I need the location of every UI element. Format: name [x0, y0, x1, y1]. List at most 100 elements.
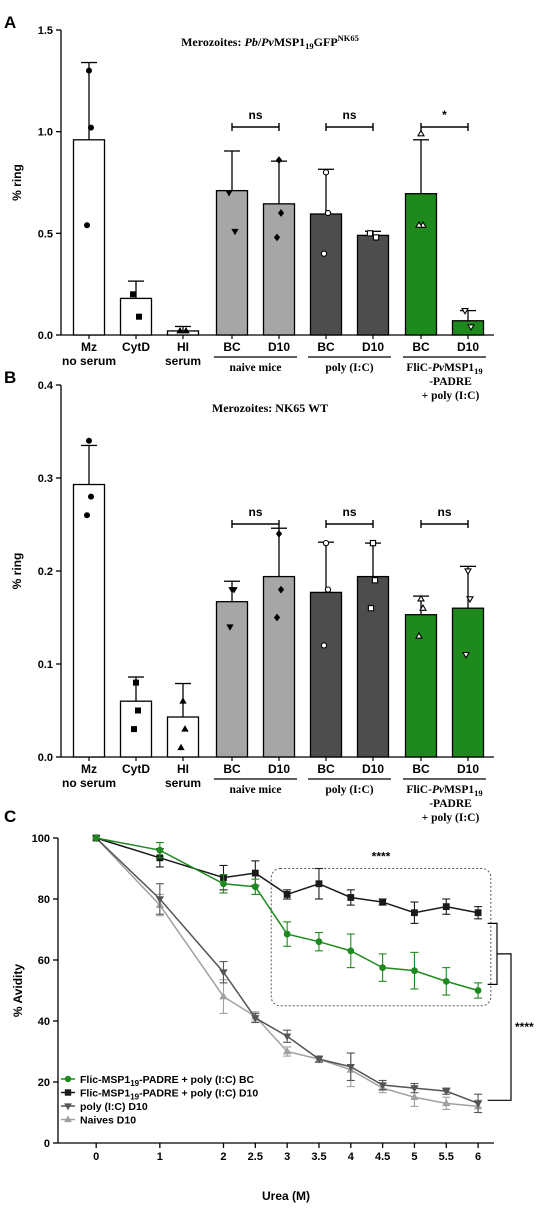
legend-marker — [64, 1103, 72, 1111]
y-tick-label: 0.0 — [38, 752, 53, 764]
y-tick-label: 0.3 — [38, 473, 53, 485]
group-label: naive mice — [229, 784, 281, 796]
data-point — [467, 324, 475, 332]
data-point — [251, 869, 259, 877]
chart-title: Merozoites: NK65 WT — [212, 401, 328, 415]
data-point — [369, 539, 377, 547]
data-point — [320, 250, 328, 257]
data-point — [417, 594, 425, 602]
data-point — [277, 585, 285, 594]
y-tick-label: 0 — [44, 1138, 50, 1150]
data-point — [410, 1085, 419, 1093]
data-point — [275, 529, 283, 538]
x-tick-label: 5 — [411, 1151, 417, 1163]
data-point — [314, 1056, 324, 1064]
category-label: no serum — [62, 354, 116, 368]
bar — [356, 234, 390, 336]
data-point — [86, 67, 93, 74]
data-point — [88, 493, 95, 500]
x-axis-label: Urea (M) — [262, 1189, 310, 1203]
data-point — [464, 568, 472, 576]
category-label: CytD — [122, 340, 150, 354]
data-point — [462, 652, 470, 659]
data-point — [322, 539, 330, 547]
data-point — [417, 129, 425, 137]
data-point — [230, 587, 238, 594]
x-tick-label: 4.5 — [375, 1151, 390, 1163]
y-tick-label: 0.4 — [38, 380, 54, 392]
data-point — [181, 725, 189, 732]
x-tick-label: 6 — [475, 1151, 481, 1163]
category-label: serum — [165, 776, 201, 790]
bar — [72, 483, 106, 758]
legend-label: Naives D10 — [80, 1115, 136, 1127]
data-point — [92, 834, 100, 842]
group-label: + poly (I:C) — [422, 812, 480, 824]
y-tick-label: 0.2 — [38, 566, 53, 578]
y-tick-label: 0.1 — [38, 659, 53, 671]
data-point — [130, 726, 137, 733]
data-point — [474, 909, 482, 917]
data-point — [129, 291, 136, 298]
data-point — [461, 307, 469, 315]
data-point — [371, 577, 379, 584]
group-label: poly (I:C) — [325, 362, 373, 374]
bar — [404, 193, 438, 336]
data-point — [466, 596, 474, 604]
data-point — [324, 586, 332, 593]
category-label: Mz — [81, 340, 97, 354]
x-tick-label: 5.5 — [439, 1151, 454, 1163]
bar — [262, 575, 296, 758]
category-label: BC — [412, 762, 430, 776]
data-point — [220, 880, 227, 888]
data-point — [155, 896, 164, 904]
data-point — [324, 209, 332, 217]
data-point — [132, 679, 139, 686]
legend-label: Flic-MSP119-PADRE + poly (I:C) D10 — [80, 1088, 258, 1102]
data-point — [347, 894, 355, 901]
y-tick-label: 100 — [32, 833, 50, 845]
group-label: + poly (I:C) — [422, 390, 480, 402]
data-point — [231, 228, 239, 236]
category-label: D10 — [362, 762, 384, 776]
significance-label: ns — [248, 108, 262, 122]
data-point — [442, 1088, 451, 1096]
category-label: HI — [177, 762, 189, 776]
data-point — [315, 938, 323, 946]
data-point — [474, 987, 482, 994]
category-label: no serum — [62, 776, 116, 790]
significance-label: **** — [515, 1020, 534, 1034]
y-tick-label: 1.0 — [38, 127, 53, 139]
data-point — [367, 605, 375, 612]
data-point — [411, 967, 418, 975]
data-point — [378, 1082, 387, 1090]
category-label: serum — [165, 354, 201, 368]
bar — [309, 213, 343, 336]
data-point — [251, 883, 259, 891]
category-label: HI — [177, 340, 189, 354]
category-label: D10 — [457, 762, 479, 776]
data-point — [415, 220, 423, 228]
data-point — [84, 512, 91, 519]
panel-letter: B — [4, 368, 16, 387]
data-point — [273, 613, 281, 622]
significance-label: * — [442, 108, 447, 122]
significance-bracket — [487, 922, 498, 986]
data-point — [473, 1100, 483, 1108]
data-point — [315, 880, 323, 888]
group-label: FliC-PvMSP119 — [406, 784, 482, 798]
series-line — [96, 837, 479, 992]
data-point — [442, 903, 450, 911]
significance-label: ns — [248, 505, 262, 519]
data-point — [134, 707, 141, 714]
category-label: BC — [223, 340, 241, 354]
group-label: -PADRE — [429, 798, 472, 810]
group-label: naive mice — [229, 362, 281, 374]
group-label: poly (I:C) — [325, 784, 373, 796]
data-point — [372, 234, 380, 241]
group-label: -PADRE — [429, 376, 472, 388]
data-point — [283, 891, 291, 898]
data-point — [419, 603, 427, 611]
y-tick-label: 1.5 — [38, 25, 53, 37]
